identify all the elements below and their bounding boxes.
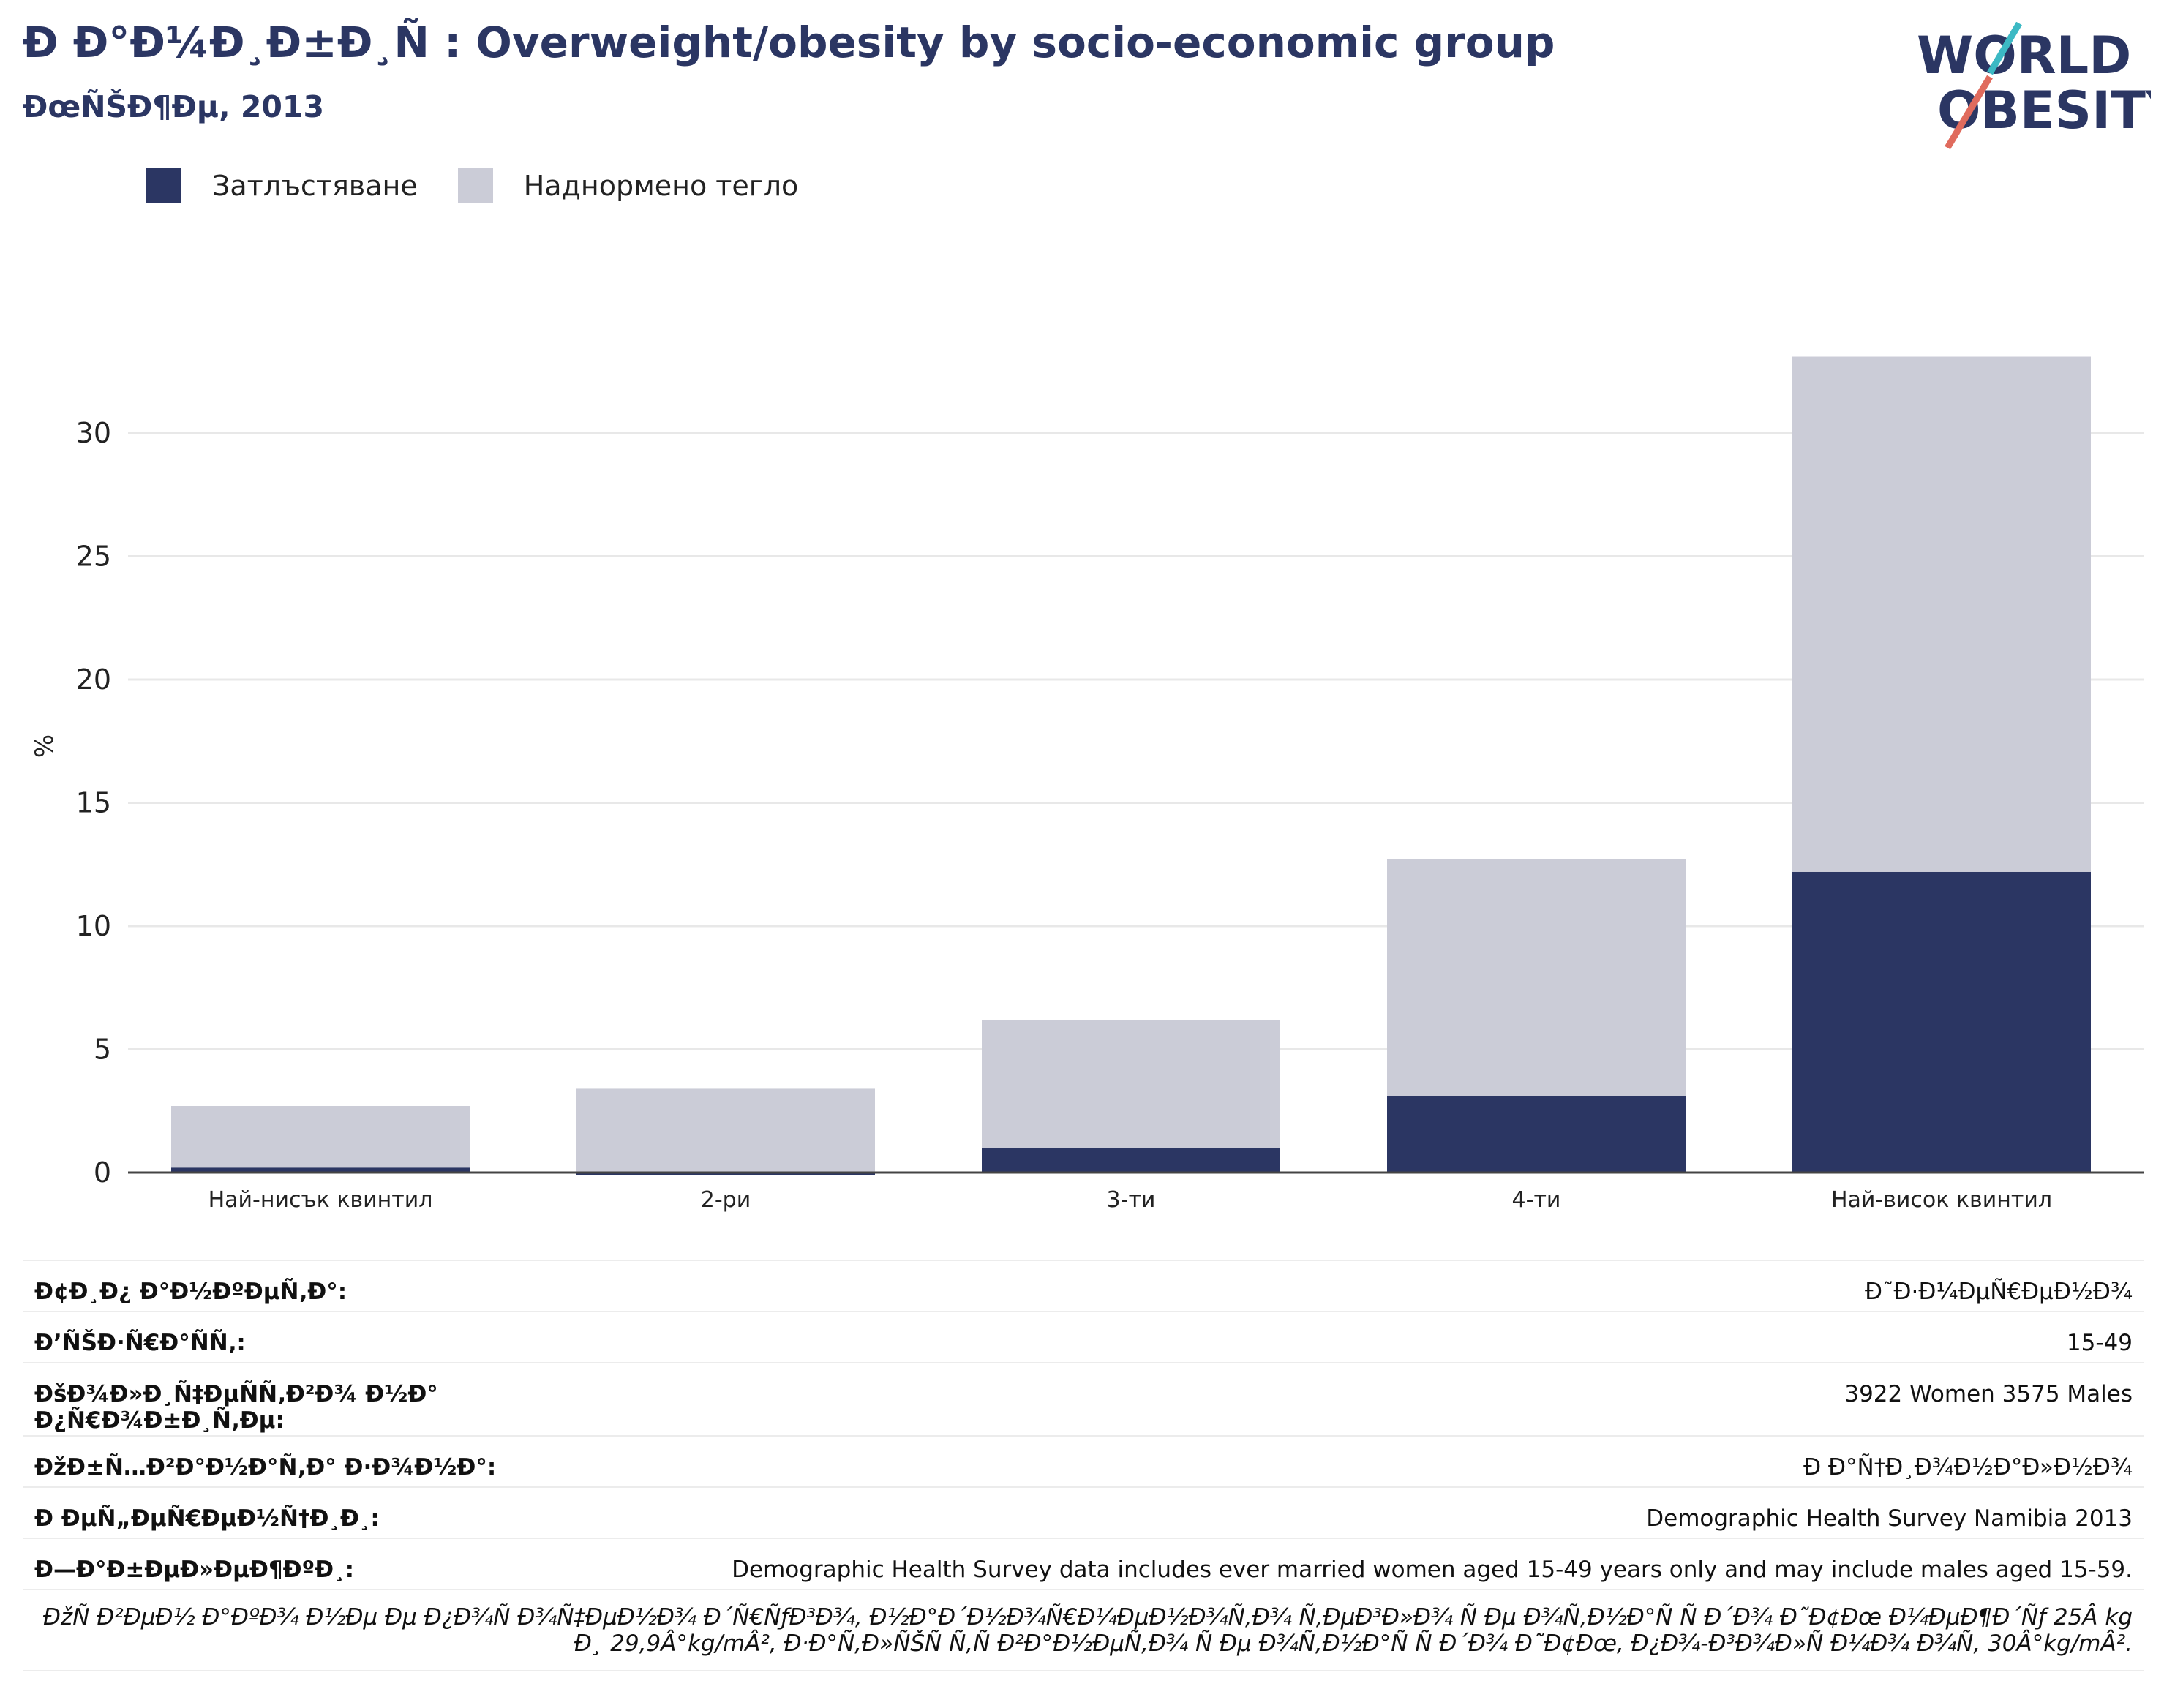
x-tick-label: Най-нисък квинтил [208, 1187, 433, 1213]
info-key: ÐžÐ±Ñ…Ð²Ð°Ð½Ð°Ñ‚Ð° Ð·Ð¾Ð½Ð°: [23, 1435, 653, 1487]
world-obesity-logo: WORLD OBESITY [1917, 22, 2151, 150]
info-value: Ð˜Ð·Ð¼ÐµÑ€ÐµÐ½Ð¾ [652, 1260, 2144, 1312]
info-row-footnote: ÐžÑ Ð²ÐµÐ½ Ð°ÐºÐ¾ Ð½Ðµ Ðµ Ð¿Ð¾Ñ Ð¾Ñ‡ÐµÐ½… [23, 1588, 2144, 1672]
info-value: 3922 Women 3575 Males [652, 1362, 2144, 1436]
y-tick-label: 15 [76, 787, 111, 819]
x-tick-label: 3-ти [1107, 1187, 1156, 1213]
bar-overweight [1387, 859, 1686, 1096]
x-tick-label: 2-ри [701, 1187, 751, 1213]
info-row: Ð’ÑŠÐ·Ñ€Ð°ÑÑ‚: 15-49 [23, 1311, 2144, 1363]
info-key: Ð—Ð°Ð±ÐµÐ»ÐµÐ¶ÐºÐ¸: [23, 1538, 653, 1590]
bar-obesity [1792, 871, 2091, 1173]
x-tick-label: Най-висок квинтил [1831, 1187, 2052, 1213]
info-key: Ð’ÑŠÐ·Ñ€Ð°ÑÑ‚: [23, 1311, 653, 1363]
footnote: ÐžÑ Ð²ÐµÐ½ Ð°ÐºÐ¾ Ð½Ðµ Ðµ Ð¿Ð¾Ñ Ð¾Ñ‡ÐµÐ½… [23, 1588, 2144, 1672]
legend-item-obesity[interactable]: Затлъстяване [146, 168, 418, 203]
info-row: Ð¢Ð¸Ð¿ Ð°Ð½ÐºÐµÑ‚Ð°: Ð˜Ð·Ð¼ÐµÑ€ÐµÐ½Ð¾ [23, 1260, 2144, 1312]
y-tick-label: 5 [94, 1034, 111, 1066]
legend-item-overweight[interactable]: Наднормено тегло [457, 168, 799, 203]
info-value: Demographic Health Survey Namibia 2013 [652, 1486, 2144, 1538]
page-subtitle: ÐœÑŠÐ¶Ðµ, 2013 [23, 89, 324, 124]
legend-swatch-overweight [457, 168, 493, 203]
stacked-bar-chart: 0 5 10 15 20 25 30% Най-нисък квинтил 2-ри 3-ти 4-… [30, 356, 2144, 1213]
logo-slash-coral [1945, 75, 1993, 150]
y-tick-label: 0 [94, 1156, 111, 1189]
survey-info-table: Ð¢Ð¸Ð¿ Ð°Ð½ÐºÐµÑ‚Ð°: Ð˜Ð·Ð¼ÐµÑ€ÐµÐ½Ð¾ Ð’ÑŠ… [23, 1260, 2144, 1672]
info-row: Ð—Ð°Ð±ÐµÐ»ÐµÐ¶ÐºÐ¸: Demographic Health Su… [23, 1538, 2144, 1590]
bar-obesity [982, 1148, 1280, 1173]
y-tick-label: 20 [76, 663, 111, 696]
logo-word-world: WORLD [1917, 26, 2131, 86]
info-value: 15-49 [652, 1311, 2144, 1363]
info-value: Demographic Health Survey data includes … [652, 1538, 2144, 1590]
y-tick-label: 30 [76, 417, 111, 449]
bar-overweight [1792, 356, 2091, 872]
bar-overweight [576, 1088, 875, 1173]
info-row: ÐšÐ¾Ð»Ð¸Ñ‡ÐµÑÑ‚Ð²Ð¾ Ð½Ð° Ð¿Ñ€Ð¾Ð±Ð¸Ñ‚Ðµ:… [23, 1362, 2144, 1436]
bar-overweight [171, 1106, 470, 1168]
legend-label-overweight: Наднормено тегло [523, 170, 799, 202]
legend-swatch-obesity [146, 168, 181, 203]
y-tick-label: 25 [76, 541, 111, 573]
info-key: Ð ÐµÑ„ÐµÑ€ÐµÐ½Ñ†Ð¸Ð¸: [23, 1486, 653, 1538]
info-row: ÐžÐ±Ñ…Ð²Ð°Ð½Ð°Ñ‚Ð° Ð·Ð¾Ð½Ð°: Ð Ð°Ñ†Ð¸Ð¾Ð½… [23, 1435, 2144, 1487]
legend-label-obesity: Затлъстяване [212, 170, 418, 202]
y-axis-label: % [30, 734, 59, 758]
info-row: Ð ÐµÑ„ÐµÑ€ÐµÐ½Ñ†Ð¸Ð¸: Demographic Health … [23, 1486, 2144, 1538]
bar-overweight [982, 1020, 1280, 1148]
logo-slash-teal [1987, 22, 2022, 75]
info-key: ÐšÐ¾Ð»Ð¸Ñ‡ÐµÑÑ‚Ð²Ð¾ Ð½Ð° Ð¿Ñ€Ð¾Ð±Ð¸Ñ‚Ðµ: [23, 1362, 653, 1436]
info-value: Ð Ð°Ñ†Ð¸Ð¾Ð½Ð°Ð»Ð½Ð¾ [652, 1435, 2144, 1487]
x-tick-label: 4-ти [1512, 1187, 1561, 1213]
page-title: Ð Ð°Ð¼Ð¸Ð±Ð¸Ñ : Overweight/obesity by so… [23, 18, 1555, 67]
info-key: Ð¢Ð¸Ð¿ Ð°Ð½ÐºÐµÑ‚Ð°: [23, 1260, 653, 1312]
legend: Затлъстяване Наднормено тегло [146, 168, 838, 203]
bar-obesity [171, 1167, 470, 1173]
y-tick-label: 10 [76, 910, 111, 942]
bar-obesity [576, 1173, 875, 1175]
bar-obesity [1387, 1096, 1686, 1173]
